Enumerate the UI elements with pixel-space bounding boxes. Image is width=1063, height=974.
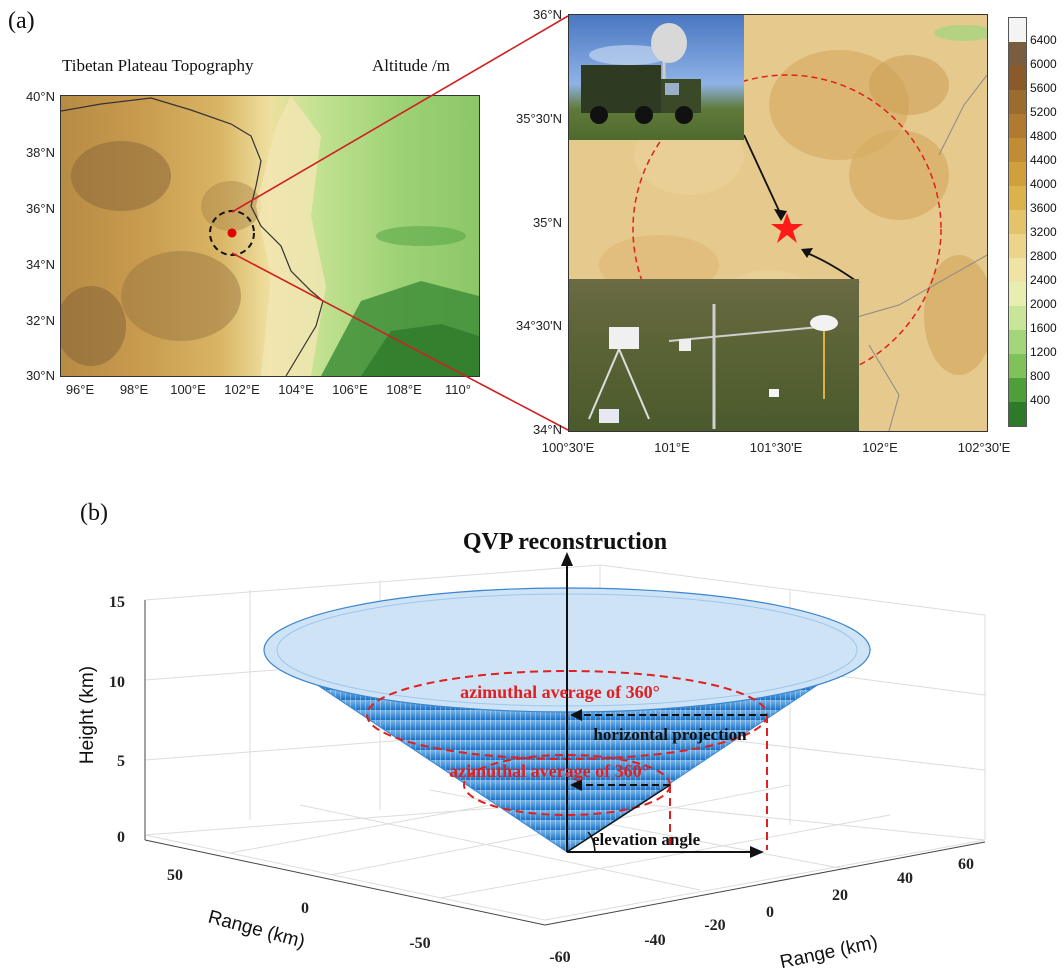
colorbar-swatch	[1009, 402, 1026, 426]
azimuthal-label-top: azimuthal average of 360°	[460, 682, 660, 702]
panel-a-label: (a)	[8, 8, 35, 34]
azimuthal-label-bottom: azimuthal average of 360°	[449, 761, 649, 781]
colorbar-swatch	[1009, 210, 1026, 234]
colorbar-swatch	[1009, 18, 1026, 42]
instrument-photo	[569, 279, 859, 431]
colorbar-swatch	[1009, 186, 1026, 210]
left-lat-tick: 30°N	[25, 368, 55, 383]
colorbar-tick: 2000	[1030, 297, 1057, 311]
left-lon-tick: 110°	[445, 382, 471, 397]
panel-b-label: (b)	[80, 500, 108, 526]
right-range-tick: -40	[644, 932, 665, 949]
right-lon-tick: 101°E	[654, 440, 690, 455]
colorbar-swatch	[1009, 114, 1026, 138]
radar-site-star	[771, 213, 803, 243]
left-lon-tick: 100°E	[170, 382, 206, 397]
right-range-tick: 20	[832, 887, 848, 904]
radar-truck-photo	[569, 15, 744, 140]
left-map-title: Tibetan Plateau Topography	[62, 56, 254, 75]
z-tick: 15	[109, 594, 125, 611]
colorbar-tick: 2400	[1030, 273, 1057, 287]
left-lon-tick: 96°E	[65, 382, 95, 397]
left-lon-tick: 98°E	[119, 382, 149, 397]
colorbar-tick: 4000	[1030, 177, 1057, 191]
right-lat-tick: 35°30'N	[516, 111, 562, 126]
left-range-tick: -50	[409, 935, 430, 952]
qvp-3d-diagram: QVP reconstruction azimuthal average of …	[77, 529, 986, 970]
colorbar-tick: 400	[1030, 393, 1051, 407]
left-lat-tick: 32°N	[25, 313, 55, 328]
z-tick: 5	[117, 753, 125, 770]
colorbar-tick: 2800	[1030, 249, 1057, 263]
left-lon-tick: 108°E	[386, 382, 422, 397]
right-lon-tick: 102°E	[862, 440, 898, 455]
colorbar-swatch	[1009, 354, 1026, 378]
left-lat-tick: 34°N	[25, 257, 55, 272]
colorbar-swatch	[1009, 330, 1026, 354]
altitude-colorbar	[1008, 17, 1027, 427]
colorbar-tick: 3200	[1030, 225, 1057, 239]
right-range-tick: 0	[766, 904, 774, 921]
zoom-connector-lines	[231, 15, 569, 431]
left-lon-tick: 104°E	[278, 382, 314, 397]
colorbar-tick: 6400	[1030, 33, 1057, 47]
left-lon-tick: 106°E	[332, 382, 368, 397]
right-lon-tick: 100°30'E	[541, 440, 595, 455]
colorbar-swatch	[1009, 90, 1026, 114]
right-range-tick: 40	[897, 870, 913, 887]
right-lat-tick: 36°N	[532, 7, 562, 22]
colorbar-tick: 5200	[1030, 105, 1057, 119]
right-range-tick: -20	[704, 917, 725, 934]
colorbar-tick: 5600	[1030, 81, 1057, 95]
left-lat-tick: 36°N	[25, 201, 55, 216]
left-lat-tick: 40°N	[25, 89, 55, 104]
colorbar-tick: 1600	[1030, 321, 1057, 335]
right-lat-tick: 35°N	[532, 215, 562, 230]
elevation-angle-label: elevation angle	[592, 830, 701, 849]
colorbar-tick: 3600	[1030, 201, 1057, 215]
colorbar-swatch	[1009, 138, 1026, 162]
colorbar-tick: 4400	[1030, 153, 1057, 167]
colorbar-swatch	[1009, 378, 1026, 402]
left-range-tick: 50	[167, 867, 183, 884]
colorbar-swatch	[1009, 306, 1026, 330]
left-topography-map	[60, 95, 480, 377]
z-tick: 10	[109, 674, 125, 691]
left-lat-tick: 38°N	[25, 145, 55, 160]
right-lon-tick: 102°30'E	[957, 440, 1011, 455]
colorbar-tick: 4800	[1030, 129, 1057, 143]
left-range-label: Range (km)	[206, 907, 307, 953]
altitude-unit-label: Altitude /m	[372, 56, 450, 75]
colorbar-swatch	[1009, 42, 1026, 66]
colorbar-swatch	[1009, 162, 1026, 186]
right-lat-tick: 34°N	[532, 422, 562, 437]
right-range-label: Range (km)	[778, 932, 879, 970]
right-range-tick: -60	[549, 949, 570, 966]
right-zoom-map	[568, 14, 988, 432]
z-axis-label: Height (km)	[77, 666, 98, 764]
colorbar-swatch	[1009, 66, 1026, 90]
colorbar-tick: 800	[1030, 369, 1051, 383]
colorbar-tick: 6000	[1030, 57, 1057, 71]
colorbar-swatch	[1009, 258, 1026, 282]
horizontal-projection-label: horizontal projection	[593, 725, 747, 744]
right-lat-tick: 34°30'N	[516, 318, 562, 333]
right-range-tick: 60	[958, 856, 974, 873]
left-range-tick: 0	[301, 900, 309, 917]
colorbar-swatch	[1009, 282, 1026, 306]
colorbar-tick: 1200	[1030, 345, 1057, 359]
z-tick: 0	[117, 829, 125, 846]
right-lon-tick: 101°30'E	[749, 440, 803, 455]
colorbar-swatch	[1009, 234, 1026, 258]
qvp-title: QVP reconstruction	[463, 529, 667, 555]
left-lon-tick: 102°E	[224, 382, 260, 397]
